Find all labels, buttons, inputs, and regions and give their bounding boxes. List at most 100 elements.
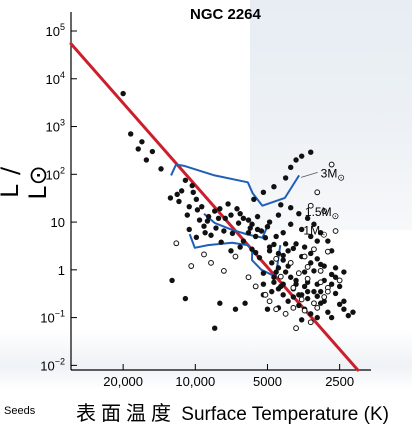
star-point-filled [201,223,207,229]
star-point-filled [242,300,248,306]
x-axis-title-en: Surface Temperature (K) [181,404,389,425]
star-point-filled [204,218,211,224]
star-point-filled [258,228,265,234]
star-point-filled [280,281,286,287]
star-point-open [317,268,324,274]
star-point-filled [169,277,175,284]
star-point-filled [176,198,182,205]
star-point-filled [275,212,282,218]
star-point-filled [221,228,227,234]
star-point-filled [235,220,242,226]
star-point-filled [266,219,273,225]
star-point-filled [193,196,200,202]
star-point-filled [336,301,343,307]
star-point-filled [308,311,314,317]
star-point-filled [290,294,297,300]
star-point-filled [280,257,286,263]
star-point-filled [282,241,289,247]
star-point-filled [240,238,247,244]
star-point-filled [139,139,145,145]
star-point-filled [328,281,335,287]
evolution-track-3 [188,233,282,278]
star-point-filled [182,295,189,302]
star-point-open [311,300,317,307]
star-point-open [328,161,335,168]
star-point-open [324,248,331,255]
star-point-filled [135,146,141,152]
star-point-filled [190,189,196,196]
star-point-filled [240,215,247,221]
star-point-filled [245,217,252,223]
star-point-open [324,288,331,295]
star-point-filled [262,235,269,241]
star-point-open [298,296,305,303]
star-point-filled [311,268,317,274]
star-point-filled [186,203,192,210]
star-point-filled [193,234,200,240]
star-point-filled [304,288,311,295]
star-point-filled [301,244,308,250]
star-point-open [266,298,273,305]
star-point-filled [280,229,286,236]
star-point-filled [341,298,347,304]
star-point-filled [205,213,212,220]
star-point-filled [218,239,224,245]
x-tick-label: 20,000 [103,374,143,389]
star-point-filled [308,149,314,155]
star-point-filled [234,206,240,212]
star-point-filled [217,206,223,212]
star-point-open [301,307,308,314]
star-point-filled [232,306,239,312]
track-label: 1M⊙ [303,223,327,239]
star-point-filled [208,232,214,238]
star-point-filled [285,248,291,254]
star-point-filled [182,177,189,183]
star-point-filled [273,233,279,240]
star-point-filled [260,270,267,276]
star-point-open [311,246,317,253]
star-point-filled [256,254,263,261]
star-point-filled [275,265,282,271]
star-point-filled [271,279,277,285]
star-point-filled [298,226,305,233]
star-point-filled [280,252,286,259]
star-point-filled [212,208,218,214]
star-point-filled [301,269,308,275]
star-point-filled [194,207,201,213]
star-point-filled [278,202,284,208]
star-point-filled [314,293,320,299]
star-point-filled [275,286,282,292]
star-point-filled [317,229,324,236]
star-point-open [314,304,321,311]
star-point-open [273,255,280,262]
star-point-filled [275,250,282,257]
star-point-filled [178,188,185,194]
source-credit: Seeds [4,405,36,417]
evolution-track-2 [203,212,272,239]
star-point-filled [293,157,299,163]
star-point-filled [341,269,347,275]
star-point-filled [298,153,305,159]
star-point-filled [167,195,174,201]
star-point-filled [304,215,311,221]
star-point-filled [264,224,271,230]
star-point-filled [186,226,192,233]
star-point-filled [228,212,234,218]
star-point-open [220,268,227,274]
star-point-filled [282,269,289,275]
star-point-open [277,273,284,280]
star-point-filled [304,295,311,302]
star-point-open [201,251,207,258]
star-point-filled [273,269,279,275]
star-point-filled [271,184,277,190]
star-point-filled [288,204,294,211]
star-point-filled [252,233,259,240]
star-point-open [304,275,311,282]
star-point-filled [260,281,267,287]
star-point-open [314,189,321,196]
star-point-filled [143,157,150,163]
star-point-filled [217,300,223,306]
star-point-open [232,253,239,260]
x-tick-label: 5000 [253,374,282,389]
star-point-filled [296,302,302,309]
